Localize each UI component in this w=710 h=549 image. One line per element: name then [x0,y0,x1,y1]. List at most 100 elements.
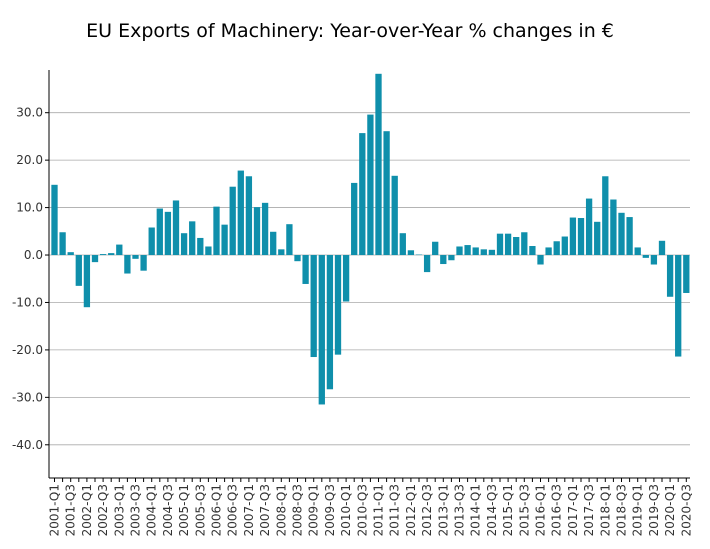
bar: 2014-Q4: 4.5 [496,233,504,256]
x-tick-label: 2001-Q1 [48,484,62,536]
bar: 2007-Q3: 11 [261,202,269,256]
y-tick-label: 20.0 [16,153,43,167]
bar: 2014-Q2: 1.2 [480,249,487,256]
x-tick-label: 2008-Q1 [274,484,288,536]
x-tick-label: 2018-Q1 [598,484,612,536]
x-tick-label: 2007-Q3 [258,484,272,536]
bar: 2013-Q3: 1.8 [456,246,463,256]
bar: 2016-Q4: 3.9 [561,236,568,256]
x-tick-label: 2019-Q1 [631,484,645,536]
bar: 2010-Q4: 29.6 [367,114,374,256]
x-tick-label: 2016-Q1 [534,484,548,536]
x-tick-label: 2019-Q3 [647,484,661,536]
x-tick-label: 2013-Q3 [453,484,467,536]
x-tick-label: 2010-Q3 [355,484,369,536]
x-tick-label: 2012-Q3 [420,484,434,536]
x-tick-label: 2014-Q1 [469,484,483,536]
y-tick-label: 0.0 [24,248,43,262]
bar: 2012-Q1: 1 [407,250,415,256]
y-tick-label: -40.0 [12,438,43,452]
bar: 2001-Q4: -6.5 [75,255,82,286]
x-tick-label: 2011-Q1 [372,484,386,536]
bar: 2015-Q2: 3.8 [513,236,520,256]
x-tick-label: 2013-Q1 [436,484,450,536]
bar: 2020-Q3: -8 [683,255,690,293]
bar: 2017-Q1: 7.9 [569,217,577,256]
y-tick-label: -20.0 [12,343,43,357]
x-tick-label: 2015-Q1 [501,484,515,536]
bar: 2003-Q3: -0.8 [132,255,139,259]
y-tick-label: 10.0 [16,201,43,215]
x-tick-label: 2002-Q1 [80,484,94,536]
bar: 2011-Q2: 26.1 [383,131,390,256]
bar: 2008-Q4: -6.1 [302,255,309,284]
bar: 2016-Q3: 2.9 [553,241,560,256]
x-tick-label: 2010-Q1 [339,484,353,536]
bar: 2002-Q1: -11 [83,255,91,308]
bar: 2003-Q4: -3.3 [140,255,147,271]
bar: 2013-Q1: -1.9 [440,255,447,265]
bar: 2004-Q3: 9.1 [164,211,172,256]
x-tick-label: 2004-Q1 [145,484,159,536]
x-tick-label: 2012-Q1 [404,484,418,536]
bar: 2003-Q2: -3.9 [124,255,131,274]
bar: 2017-Q3: 11.9 [585,198,593,256]
x-tick-label: 2016-Q3 [550,484,564,536]
x-tick-label: 2008-Q3 [291,484,305,536]
x-tick-label: 2020-Q3 [679,484,693,536]
bar: 2005-Q2: 7.1 [189,221,196,256]
x-tick-label: 2018-Q3 [615,484,629,536]
bar: 2001-Q2: 4.8 [59,232,66,256]
x-tick-label: 2011-Q3 [388,484,402,536]
bar: 2015-Q3: 4.8 [521,232,528,256]
bar: 2010-Q2: 15.2 [351,182,358,256]
bar: 2009-Q3: -28.3 [326,255,334,390]
x-tick-label: 2015-Q3 [517,484,531,536]
chart-title: EU Exports of Machinery: Year-over-Year … [86,20,614,42]
x-tick-label: 2003-Q3 [129,484,143,536]
bar: 2016-Q1: -2 [537,255,544,265]
bar: 2012-Q3: -3.6 [423,255,431,273]
bar: 2016-Q2: 1.6 [545,247,552,256]
bar: 2019-Q1: 1.6 [634,247,641,256]
bar: 2018-Q2: 11.7 [610,199,617,256]
bar: 2017-Q4: 7 [594,221,601,256]
bar: 2011-Q4: 4.6 [399,233,406,256]
bar: 2017-Q2: 7.8 [577,218,585,256]
x-tick-label: 2005-Q1 [177,484,191,536]
bar: 2008-Q2: 6.5 [286,224,293,256]
bar: 2019-Q3: -2 [650,255,658,265]
bar: 2008-Q1: 1.2 [278,249,285,256]
bar: 2018-Q4: 8 [626,217,633,256]
bar: 2002-Q3: 0.2 [99,254,107,256]
bar: 2013-Q2: -1.1 [448,255,455,261]
bar: 2006-Q3: 14.4 [229,186,236,256]
bar: 2001-Q3: 0.6 [67,252,74,256]
bar: 2004-Q1: 5.8 [148,227,155,256]
bar: 2001-Q1: 14.8 [51,184,58,256]
bar: 2013-Q4: 2.1 [464,245,471,256]
bar: 2019-Q2: -0.6 [642,255,649,258]
bar: 2007-Q4: 4.9 [270,231,277,256]
bar: 2011-Q1: 38.2 [375,73,382,256]
bar: 2014-Q3: 1.1 [488,249,496,256]
x-tick-label: 2020-Q1 [663,484,677,536]
bar: 2014-Q1: 1.6 [472,247,479,256]
x-tick-label: 2005-Q3 [193,484,207,536]
y-tick-label: -10.0 [12,295,43,309]
bar: 2007-Q1: 16.6 [245,176,253,256]
bar: 2012-Q4: 2.8 [432,241,439,256]
x-tick-label: 2002-Q3 [96,484,110,536]
bar: 2019-Q4: 3 [658,240,666,256]
y-tick-label: 30.0 [16,106,43,120]
bars: 2001-Q1: 14.82001-Q2: 4.82001-Q3: 0.6200… [51,73,690,405]
x-tick-label: 2014-Q3 [485,484,499,536]
bar: 2006-Q1: 10.2 [213,206,220,256]
bar: 2018-Q1: 16.6 [602,176,609,256]
x-tick-label: 2006-Q1 [210,484,224,536]
bar: 2005-Q4: 1.8 [205,246,212,256]
bar: 2010-Q3: 25.7 [359,133,366,256]
bar: 2006-Q4: 17.8 [237,170,244,256]
x-tick-label: 2007-Q1 [242,484,256,536]
